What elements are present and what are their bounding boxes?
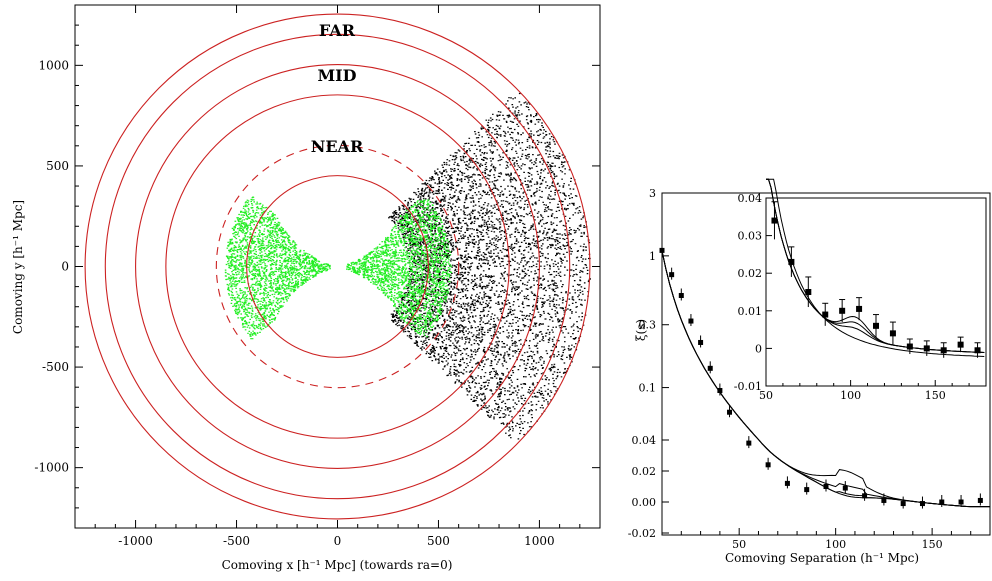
xi-y-tick-label: 0.1 xyxy=(639,382,657,395)
inset-x-tick-label: 50 xyxy=(759,389,773,402)
map-x-tick-label: 500 xyxy=(427,534,450,548)
inset-data-point xyxy=(923,345,930,352)
map-x-tick-label: -1000 xyxy=(118,534,153,548)
distance-ring xyxy=(246,175,429,358)
inset-model-curve xyxy=(766,178,985,353)
map-x-tick-label: -500 xyxy=(223,534,250,548)
xi-model-curve xyxy=(661,250,990,508)
inset-data-point xyxy=(839,307,846,314)
xi-y-tick-label: -0.02 xyxy=(628,527,656,540)
inset-y-tick-label: 0.01 xyxy=(738,305,763,318)
map-y-tick-label: -500 xyxy=(42,360,69,374)
inset-model-curve xyxy=(766,178,985,357)
inset-data-point xyxy=(788,258,795,265)
map-y-tick-label: 0 xyxy=(61,260,69,274)
ring-label-mid: MID xyxy=(317,66,356,85)
inset-data-points xyxy=(771,201,981,358)
xi-y-tick-label: 0.02 xyxy=(632,465,657,478)
inset-x-tick-label: 100 xyxy=(840,389,861,402)
distance-rings xyxy=(84,13,591,520)
xi-y-axis-label: ξ(s) xyxy=(634,319,648,341)
xi-y-tick-label: 0.3 xyxy=(639,319,657,332)
distance-ring xyxy=(135,64,540,469)
inset-y-tick-label: 0.03 xyxy=(738,230,763,243)
inset-data-point xyxy=(856,305,863,312)
inset-data-point xyxy=(822,311,829,318)
map-y-axis-label: Comoving y [h⁻¹ Mpc] xyxy=(11,200,25,334)
inset-data-point xyxy=(889,330,896,337)
main-galaxy-points xyxy=(388,92,591,440)
ring-label-far: FAR xyxy=(319,21,356,40)
xi-y-tick-label: 0.04 xyxy=(632,434,657,447)
distance-ring xyxy=(104,33,571,500)
xi-y-tick-label: 3 xyxy=(649,187,656,200)
map-y-tick-label: 1000 xyxy=(38,58,69,72)
inset-y-tick-label: -0.01 xyxy=(734,380,762,393)
map-ticks: -1000 -500 0 500 1000 -1000 -500 0 500 1000 xyxy=(34,5,600,548)
inset-data-point xyxy=(974,347,981,354)
inset-y-tick-label: 0 xyxy=(755,342,762,355)
inset-data-point xyxy=(805,289,812,295)
distance-ring xyxy=(215,144,460,389)
xi-x-tick-label: 50 xyxy=(732,538,746,551)
map-y-tick-label: -1000 xyxy=(34,461,69,475)
xi-y-tick-label: 1 xyxy=(649,250,656,263)
inset-data-point xyxy=(906,343,913,350)
xi-y-tick-label: 0.00 xyxy=(632,496,657,509)
xi-data-points xyxy=(659,243,983,509)
inset-data-point xyxy=(771,217,778,224)
galaxy-map-panel: -1000 -500 0 500 1000 -1000 -500 0 500 1000 FAR M… xyxy=(11,4,601,572)
map-y-tick-label: 500 xyxy=(46,159,69,173)
galaxy-points xyxy=(224,92,591,440)
map-x-tick-label: 0 xyxy=(334,534,342,548)
inset-y-tick-label: 0.02 xyxy=(738,267,763,280)
inset-plot-frame xyxy=(765,197,987,387)
xi-ticks: 3 1 0.3 0.1 0.04 0.02 0.00 -0.02 50 100 150 xyxy=(628,187,991,551)
xi-x-tick-label: 100 xyxy=(825,538,846,551)
distance-ring xyxy=(165,94,510,439)
inset-data-point xyxy=(940,347,947,354)
lrg-galaxy-points xyxy=(224,196,453,340)
inset-y-tick-label: 0.04 xyxy=(738,192,763,205)
map-x-tick-label: 1000 xyxy=(524,534,555,548)
inset-model-curves xyxy=(766,178,985,357)
map-x-axis-label: Comoving x [h⁻¹ Mpc] (towards ra=0) xyxy=(222,558,453,572)
inset-data-point xyxy=(873,322,879,329)
xi-x-tick-label: 150 xyxy=(922,538,943,551)
map-plot-frame xyxy=(74,4,601,529)
inset-data-point xyxy=(957,341,964,348)
inset-x-tick-label: 150 xyxy=(925,389,946,402)
xi-x-axis-label: Comoving Separation (h⁻¹ Mpc) xyxy=(725,551,919,565)
distance-ring xyxy=(84,13,591,520)
ring-label-near: NEAR xyxy=(311,137,364,156)
